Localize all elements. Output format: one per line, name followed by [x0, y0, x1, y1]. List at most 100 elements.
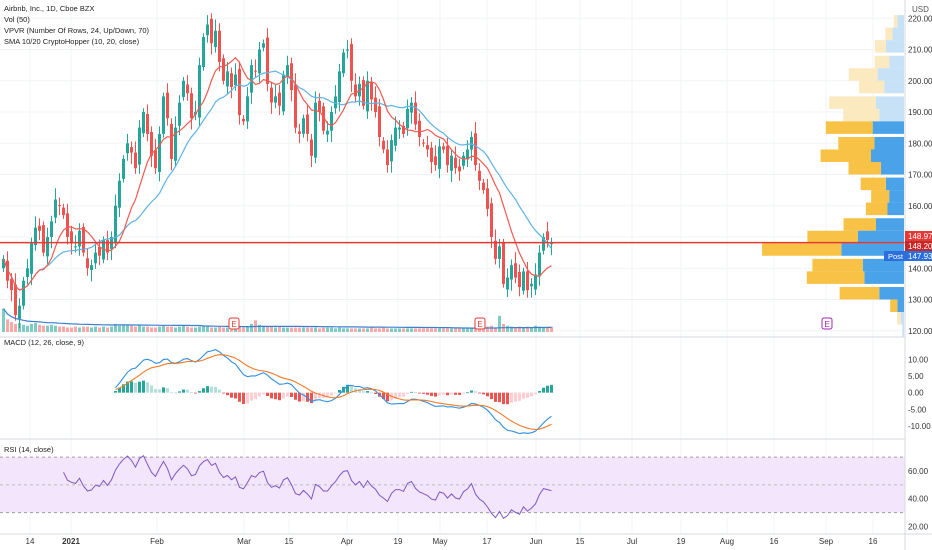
- candle[interactable]: [430, 142, 433, 174]
- candle[interactable]: [354, 73, 357, 102]
- candle[interactable]: [186, 75, 189, 101]
- candle[interactable]: [214, 19, 217, 53]
- candle[interactable]: [70, 225, 73, 255]
- candle[interactable]: [26, 258, 29, 285]
- candle[interactable]: [78, 223, 81, 256]
- candle[interactable]: [238, 61, 241, 125]
- candle[interactable]: [410, 97, 413, 124]
- candle[interactable]: [462, 152, 465, 170]
- candle[interactable]: [82, 223, 85, 257]
- candle[interactable]: [394, 116, 397, 152]
- candle[interactable]: [514, 252, 517, 284]
- candle[interactable]: [98, 239, 101, 266]
- candle[interactable]: [506, 268, 509, 297]
- candle[interactable]: [414, 91, 417, 131]
- candle[interactable]: [210, 13, 213, 55]
- candle[interactable]: [398, 120, 401, 139]
- earnings-marker-aug[interactable]: E: [821, 317, 833, 330]
- candle[interactable]: [550, 237, 553, 256]
- candle[interactable]: [402, 122, 405, 138]
- candle[interactable]: [542, 233, 545, 255]
- candle[interactable]: [382, 137, 385, 154]
- candle[interactable]: [498, 238, 501, 269]
- candle[interactable]: [486, 178, 489, 217]
- candle[interactable]: [198, 57, 201, 127]
- candle[interactable]: [454, 146, 457, 174]
- candle[interactable]: [286, 55, 289, 84]
- candle[interactable]: [106, 230, 109, 261]
- candle[interactable]: [306, 105, 309, 142]
- candle[interactable]: [274, 85, 277, 109]
- candle[interactable]: [270, 82, 273, 114]
- candle[interactable]: [154, 138, 157, 174]
- candle[interactable]: [322, 102, 325, 135]
- legend-vol[interactable]: Vol (50): [4, 15, 30, 24]
- candle[interactable]: [46, 227, 49, 264]
- legend-sma[interactable]: SMA 10/20 CryptoHopper (10, 20, close): [4, 37, 140, 46]
- candle[interactable]: [522, 267, 525, 295]
- candle[interactable]: [38, 218, 41, 241]
- candle[interactable]: [194, 100, 197, 121]
- candle[interactable]: [362, 76, 365, 110]
- candle[interactable]: [94, 241, 97, 269]
- candle[interactable]: [530, 278, 533, 298]
- candle[interactable]: [114, 194, 117, 249]
- candle[interactable]: [438, 138, 441, 179]
- candle[interactable]: [314, 91, 317, 164]
- candle[interactable]: [222, 54, 225, 85]
- candle[interactable]: [14, 273, 17, 321]
- candle[interactable]: [206, 15, 209, 43]
- candle[interactable]: [74, 235, 77, 253]
- candle[interactable]: [346, 40, 349, 59]
- candle[interactable]: [482, 178, 485, 194]
- candle[interactable]: [518, 264, 521, 297]
- candle[interactable]: [118, 173, 121, 217]
- candle[interactable]: [22, 277, 25, 310]
- candle[interactable]: [138, 120, 141, 174]
- candle[interactable]: [262, 39, 265, 52]
- candle[interactable]: [174, 116, 177, 167]
- candle[interactable]: [350, 38, 353, 92]
- candle[interactable]: [442, 142, 445, 154]
- candle[interactable]: [246, 87, 249, 129]
- candle[interactable]: [62, 203, 65, 219]
- candle[interactable]: [326, 121, 329, 142]
- candle[interactable]: [158, 126, 161, 182]
- earnings-marker-feb[interactable]: E: [228, 317, 240, 330]
- candle[interactable]: [190, 87, 193, 130]
- legend-rsi[interactable]: RSI (14, close): [4, 445, 54, 454]
- candle[interactable]: [250, 59, 253, 104]
- candle[interactable]: [178, 95, 181, 136]
- candle[interactable]: [338, 63, 341, 112]
- candle[interactable]: [2, 255, 5, 272]
- candle[interactable]: [278, 85, 281, 116]
- candle[interactable]: [390, 134, 393, 173]
- candle[interactable]: [374, 86, 377, 118]
- candle[interactable]: [334, 85, 337, 114]
- legend-vpvr[interactable]: VPVR (Number Of Rows, 24, Up/Down, 70): [4, 26, 150, 35]
- candle[interactable]: [182, 77, 185, 101]
- candle[interactable]: [230, 67, 233, 99]
- legend-macd[interactable]: MACD (12, 26, close, 9): [4, 338, 85, 347]
- candle[interactable]: [494, 229, 497, 265]
- earnings-marker-may[interactable]: E: [474, 317, 486, 330]
- candle[interactable]: [150, 126, 153, 167]
- candle[interactable]: [534, 263, 537, 296]
- candle[interactable]: [30, 237, 33, 286]
- candle[interactable]: [202, 33, 205, 71]
- candle[interactable]: [426, 135, 429, 157]
- candle[interactable]: [510, 259, 513, 291]
- candle[interactable]: [126, 133, 129, 161]
- candle[interactable]: [502, 238, 505, 288]
- candlesticks[interactable]: [2, 13, 553, 329]
- candle[interactable]: [90, 259, 93, 282]
- candle[interactable]: [450, 150, 453, 182]
- candle[interactable]: [342, 48, 345, 77]
- candle[interactable]: [458, 158, 461, 181]
- candle[interactable]: [122, 155, 125, 183]
- candle[interactable]: [378, 98, 381, 147]
- candle[interactable]: [18, 298, 21, 329]
- candle[interactable]: [242, 115, 245, 126]
- price-axis[interactable]: 120.00130.00140.00150.00160.00170.00180.…: [908, 14, 932, 336]
- candle[interactable]: [66, 203, 69, 245]
